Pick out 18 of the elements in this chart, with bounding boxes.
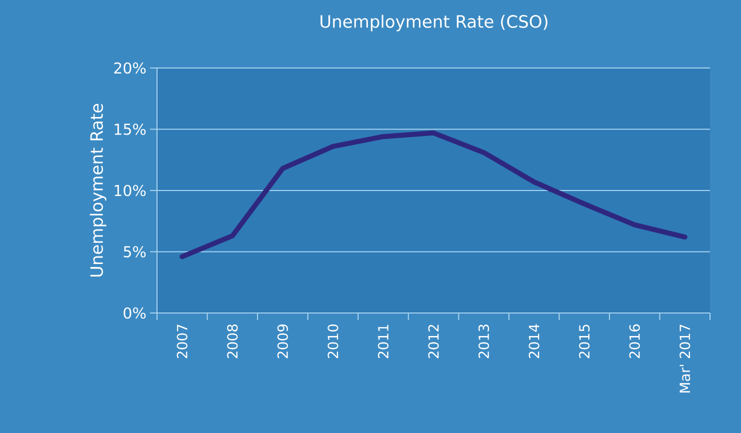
x-tick-label: 2012 bbox=[428, 324, 439, 358]
x-tick-label: 2010 bbox=[328, 324, 338, 358]
x-tick-label: 2011 bbox=[378, 324, 389, 358]
y-axis-title: Unemployment Rate bbox=[90, 104, 106, 277]
y-tick-label: 20% bbox=[114, 62, 146, 74]
y-tick-label: 5% bbox=[124, 246, 146, 258]
x-tick-label: 2013 bbox=[478, 324, 490, 358]
x-tick-label: 2007 bbox=[176, 324, 188, 358]
x-tick-label: 2014 bbox=[528, 324, 540, 358]
chart-title: Unemployment Rate (CSO) bbox=[320, 14, 548, 32]
y-tick-label: 10% bbox=[114, 184, 146, 196]
x-tick-label: 2016 bbox=[629, 324, 640, 358]
y-tick-label: 15% bbox=[114, 124, 146, 135]
x-tick-label: Mar' 2017 bbox=[680, 324, 690, 392]
x-tick-label: 2015 bbox=[579, 324, 590, 358]
y-tick-label: 0% bbox=[124, 307, 146, 319]
x-tick-label: 2008 bbox=[227, 324, 238, 358]
x-tick-label: 2009 bbox=[277, 324, 288, 358]
